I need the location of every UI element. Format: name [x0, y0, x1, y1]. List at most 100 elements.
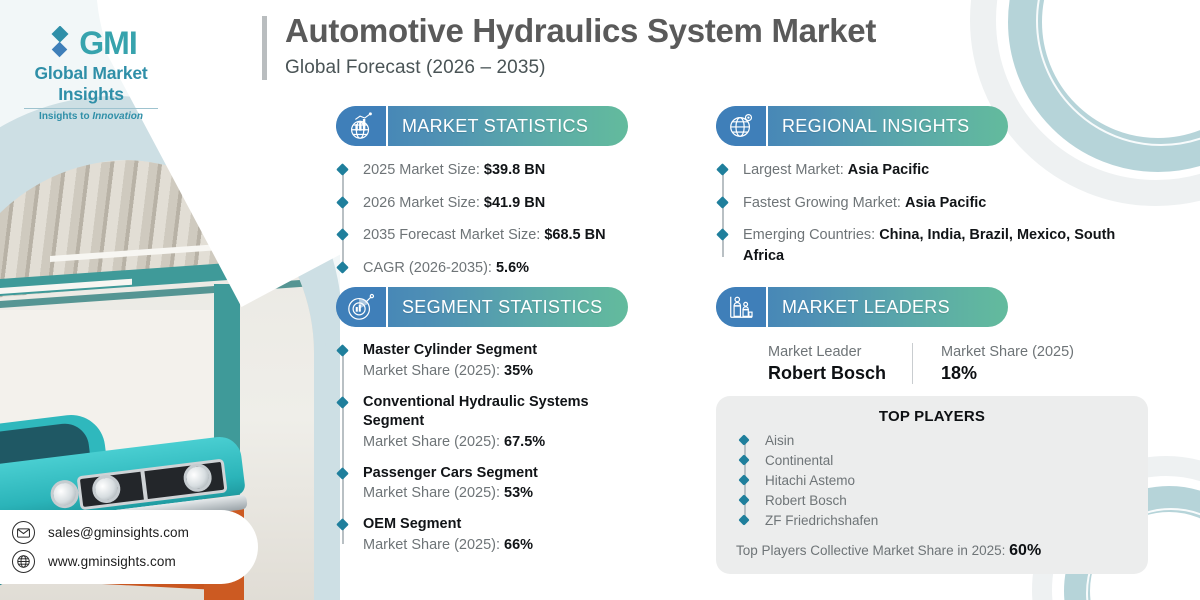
- regional-insights-list: Largest Market: Asia Pacific Fastest Gro…: [716, 160, 1176, 266]
- contact-card: sales@gminsights.com www.gminsights.com: [0, 510, 258, 584]
- regional-insights-title: REGIONAL INSIGHTS: [782, 115, 970, 136]
- timeline-line: [342, 169, 344, 270]
- region-value: Asia Pacific: [847, 162, 930, 178]
- list-item: Continental: [738, 451, 1128, 471]
- diamond-bullet-icon: [716, 195, 729, 209]
- globe-pin-icon: [716, 106, 768, 146]
- contact-website-row[interactable]: www.gminsights.com: [12, 550, 258, 573]
- top-player-name: Robert Bosch: [765, 492, 847, 508]
- page-subtitle: Global Forecast (2026 – 2035): [285, 56, 546, 78]
- segment-name: Master Cylinder Segment: [363, 342, 538, 358]
- stat-label: CAGR (2026-2035):: [363, 259, 496, 276]
- contact-email-row[interactable]: sales@gminsights.com: [12, 521, 258, 544]
- logo-tagline-emphasis: Innovation: [92, 111, 143, 122]
- podium-icon: [716, 287, 768, 327]
- diamond-bullet-icon: [738, 514, 750, 526]
- top-players-title: TOP PLAYERS: [878, 407, 986, 425]
- list-item: Robert Bosch: [738, 491, 1128, 511]
- logo-initials: GMI: [79, 25, 137, 61]
- gmi-logo[interactable]: GMI Global Market Insights Insights to I…: [16, 26, 166, 122]
- list-item: 2026 Market Size: $41.9 BN: [336, 193, 646, 214]
- list-item: 2035 Forecast Market Size: $68.5 BN: [336, 225, 646, 246]
- segment-share-value: 53%: [504, 485, 534, 502]
- contact-website: www.gminsights.com: [48, 554, 176, 569]
- market-leader-cell: Market Leader Robert Bosch: [768, 343, 912, 384]
- list-item: Master Cylinder Segment Market Share (20…: [336, 341, 656, 379]
- list-item: OEM Segment Market Share (2025): 66%: [336, 515, 656, 554]
- market-statistics-list: 2025 Market Size: $39.8 BN 2026 Market S…: [336, 160, 646, 278]
- title-accent-bar: [262, 16, 267, 80]
- list-item: Emerging Countries: China, India, Brazil…: [716, 225, 1176, 266]
- region-label: Fastest Growing Market:: [743, 194, 905, 211]
- diamond-bullet-icon: [336, 163, 349, 176]
- market-leader-summary: Market Leader Robert Bosch Market Share …: [716, 343, 1166, 384]
- collective-share-value: 60%: [1009, 541, 1042, 559]
- list-item: Hitachi Astemo: [738, 471, 1128, 491]
- diamond-bullet-icon: [336, 466, 349, 480]
- page-title-block: Automotive Hydraulics System Market Glob…: [262, 12, 876, 80]
- section-market-leaders: MARKET LEADERS Market Leader Robert Bosc…: [716, 287, 1166, 574]
- segment-share-label: Market Share (2025):: [363, 537, 505, 554]
- top-player-name: Hitachi Astemo: [765, 472, 856, 488]
- diamond-bullet-icon: [336, 195, 349, 209]
- envelope-icon: [12, 521, 35, 544]
- market-statistics-title: MARKET STATISTICS: [402, 115, 589, 136]
- segment-share-value: 35%: [504, 362, 534, 379]
- segment-statistics-list: Master Cylinder Segment Market Share (20…: [336, 341, 656, 553]
- list-item: 2025 Market Size: $39.8 BN: [336, 160, 646, 181]
- segment-share-value: 67.5%: [504, 433, 546, 450]
- stat-label: 2025 Market Size:: [363, 162, 484, 178]
- list-item: Conventional Hydraulic Systems Segment M…: [336, 393, 656, 450]
- diamond-bullet-icon: [336, 395, 349, 409]
- timeline-line: [722, 169, 724, 258]
- logo-divider: [24, 108, 158, 109]
- top-players-list: Aisin Continental Hitachi Astemo Robert …: [736, 431, 1128, 531]
- market-leader-label: Market Leader: [768, 344, 862, 360]
- stat-value: 5.6%: [495, 259, 530, 276]
- segment-share-label: Market Share (2025):: [363, 485, 505, 502]
- market-statistics-header[interactable]: MARKET STATISTICS: [336, 106, 628, 146]
- top-players-card: TOP PLAYERS Aisin Continental Hitachi As…: [716, 395, 1148, 574]
- diamond-bullet-icon: [738, 494, 750, 506]
- segment-share-label: Market Share (2025):: [363, 362, 505, 379]
- segment-statistics-header[interactable]: SEGMENT STATISTICS: [336, 287, 628, 327]
- region-value: Asia Pacific: [904, 194, 987, 211]
- top-player-name: Continental: [765, 452, 834, 468]
- top-player-name: Aisin: [765, 432, 795, 448]
- market-leaders-title: MARKET LEADERS: [782, 296, 950, 317]
- regional-insights-header[interactable]: REGIONAL INSIGHTS: [716, 106, 1008, 146]
- market-share-cell: Market Share (2025) 18%: [912, 343, 1100, 384]
- stat-value: $39.8 BN: [483, 162, 546, 178]
- logo-mark: GMI: [16, 26, 166, 60]
- diamond-bullet-icon: [336, 344, 349, 357]
- diamond-bullet-icon: [738, 474, 750, 486]
- diamond-icon: [51, 26, 69, 58]
- list-item: CAGR (2026-2035): 5.6%: [336, 258, 646, 279]
- diamond-bullet-icon: [738, 434, 750, 446]
- logo-company-name: Global Market Insights: [34, 63, 148, 104]
- stat-value: $68.5 BN: [544, 227, 606, 244]
- logo-tagline-prefix: Insights to: [39, 111, 93, 122]
- market-share-value: 18%: [941, 362, 978, 383]
- donut-chart-icon: [336, 287, 388, 327]
- segment-share-label: Market Share (2025):: [363, 433, 505, 450]
- list-item: Fastest Growing Market: Asia Pacific: [716, 193, 1176, 214]
- top-player-name: ZF Friedrichshafen: [765, 512, 879, 528]
- diamond-bullet-icon: [336, 518, 349, 532]
- globe-chart-icon: [336, 106, 388, 146]
- page-title: Automotive Hydraulics System Market: [285, 12, 877, 49]
- list-item: Aisin: [738, 431, 1128, 451]
- region-label: Largest Market:: [743, 162, 848, 178]
- section-regional-insights: REGIONAL INSIGHTS Largest Market: Asia P…: [716, 106, 1176, 266]
- segment-name: Passenger Cars Segment: [363, 464, 538, 481]
- market-leader-value: Robert Bosch: [768, 362, 887, 383]
- diamond-bullet-icon: [738, 454, 750, 466]
- collective-share-label: Top Players Collective Market Share in 2…: [736, 542, 1010, 558]
- logo-tagline: Insights to Innovation: [16, 111, 166, 122]
- section-market-statistics: MARKET STATISTICS 2025 Market Size: $39.…: [336, 106, 646, 278]
- timeline-line: [342, 350, 344, 545]
- market-leaders-header[interactable]: MARKET LEADERS: [716, 287, 1008, 327]
- collective-share: Top Players Collective Market Share in 2…: [736, 542, 1128, 560]
- contact-email: sales@gminsights.com: [48, 525, 190, 540]
- region-value: China, India, Brazil, Mexico, South Afri…: [743, 227, 1116, 264]
